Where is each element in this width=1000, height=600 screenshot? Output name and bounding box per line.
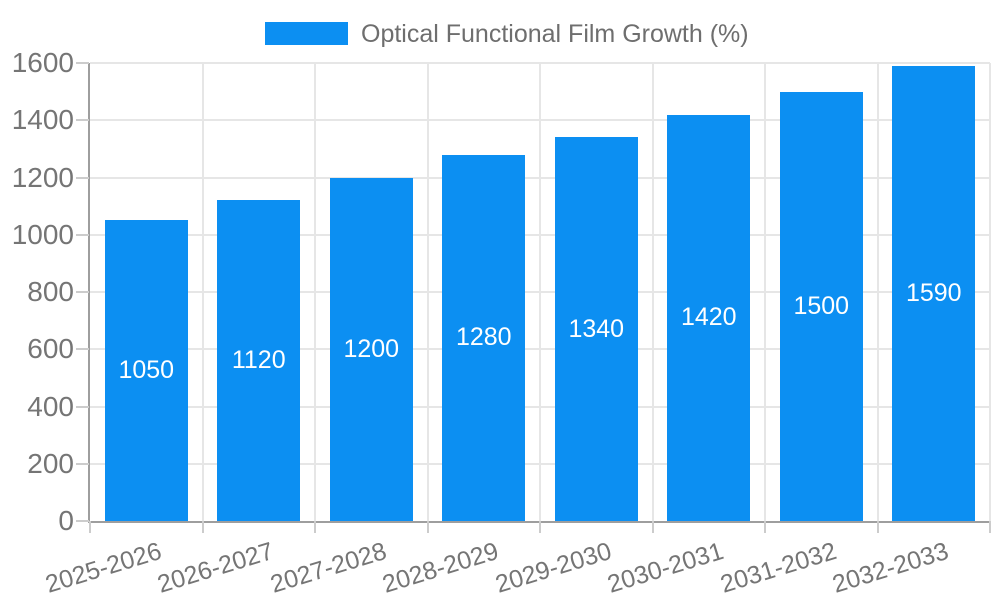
y-axis-tick (76, 62, 89, 64)
plot-area: 1050 1120 1200 1280 1340 1420 1500 1590 (76, 62, 991, 533)
bar: 1500 (779, 91, 863, 521)
gridline-vertical (201, 63, 204, 521)
bar-value-label: 1200 (343, 334, 400, 363)
x-axis-tick (539, 521, 541, 533)
bar: 1420 (667, 114, 751, 521)
legend-swatch (265, 22, 348, 45)
y-axis-tick (76, 405, 89, 408)
bar-value-label: 1050 (118, 356, 175, 385)
bar-value-label: 1340 (568, 314, 625, 343)
y-axis-tick (76, 462, 89, 465)
x-axis-tick (764, 521, 766, 533)
gridline-vertical (876, 63, 879, 521)
x-tick-label: 2026-2027 (154, 537, 277, 599)
y-tick-label: 200 (27, 447, 74, 479)
y-axis-tick (76, 119, 89, 122)
x-tick-label: 2025-2026 (41, 537, 165, 599)
x-axis-tick (426, 521, 429, 533)
y-axis-tick (76, 520, 89, 522)
x-tick-label: 2028-2029 (379, 537, 502, 599)
x-axis-tick (876, 521, 879, 533)
y-axis-tick (76, 176, 89, 179)
y-axis-tick (76, 233, 89, 236)
gridline-vertical (651, 63, 654, 521)
x-axis-tick (989, 521, 991, 533)
y-tick-label: 1200 (11, 161, 74, 193)
bar-value-label: 1120 (231, 346, 286, 375)
x-tick-label: 2029-2030 (491, 537, 615, 599)
y-axis: 0 200 400 600 800 1000 1200 1400 1600 (0, 49, 74, 535)
bar: 1590 (892, 65, 976, 521)
bar: 1050 (104, 220, 188, 521)
x-tick-label: 2032-2033 (829, 537, 952, 599)
gridline-vertical (426, 63, 429, 521)
x-axis: 2025-2026 2026-2027 2027-2028 2028-2029 2029… (42, 537, 988, 600)
x-tick-label: 2031-2032 (716, 537, 840, 599)
y-tick-label: 1600 (11, 47, 74, 78)
legend-label: Optical Functional Film Growth (%) (361, 20, 749, 48)
x-tick-label: 2027-2028 (266, 537, 390, 599)
y-tick-label: 800 (27, 276, 74, 307)
bar: 1120 (217, 200, 301, 521)
y-tick-label: 1400 (11, 104, 74, 136)
y-axis-tick (76, 348, 89, 351)
bar: 1280 (442, 154, 526, 521)
x-axis-tick (314, 521, 316, 533)
y-tick-label: 0 (58, 505, 74, 536)
y-axis-tick (76, 291, 89, 293)
bar-value-label: 1420 (680, 303, 737, 332)
x-tick-label: 2030-2031 (604, 537, 727, 599)
gridline-vertical (989, 63, 991, 521)
gridline-vertical (764, 63, 766, 521)
x-axis-tick (651, 521, 654, 533)
y-tick-label: 600 (27, 333, 74, 365)
gridline-vertical (539, 63, 541, 521)
bar-value-label: 1280 (455, 323, 512, 352)
gridline-vertical (314, 63, 316, 521)
y-tick-label: 400 (27, 390, 74, 422)
x-axis-tick (201, 521, 204, 533)
bar-value-label: 1590 (905, 278, 962, 307)
bar: 1340 (554, 137, 638, 521)
bar: 1200 (329, 177, 413, 521)
bar-value-label: 1500 (793, 291, 850, 320)
x-axis-tick (89, 521, 91, 533)
y-tick-label: 1000 (11, 218, 74, 250)
